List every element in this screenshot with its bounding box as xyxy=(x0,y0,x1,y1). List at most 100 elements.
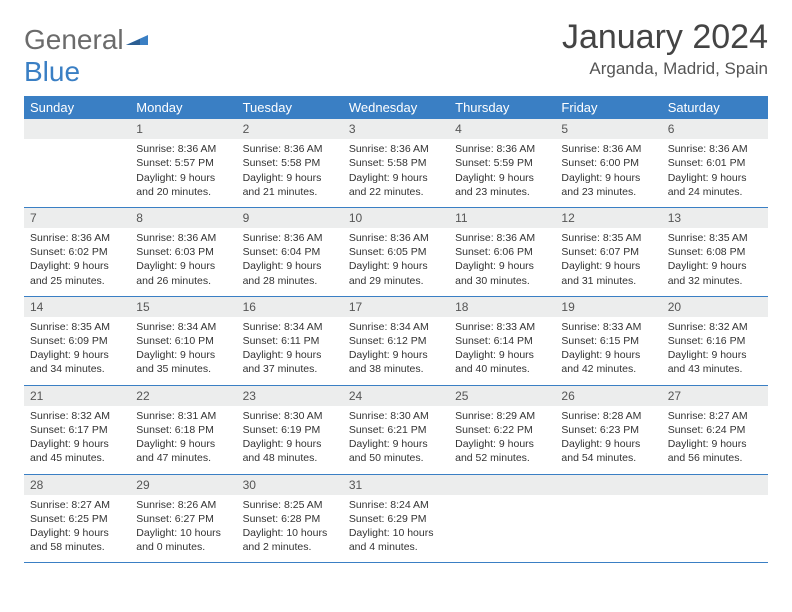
sunrise-line: Sunrise: 8:36 AM xyxy=(455,142,549,156)
logo-text-1: General xyxy=(24,24,124,55)
sunrise-line: Sunrise: 8:36 AM xyxy=(349,231,443,245)
day-body xyxy=(449,495,555,559)
day-number: 1 xyxy=(130,119,236,139)
sunset-line: Sunset: 6:06 PM xyxy=(455,245,549,259)
calendar-cell: 15Sunrise: 8:34 AMSunset: 6:10 PMDayligh… xyxy=(130,296,236,385)
calendar-cell: 23Sunrise: 8:30 AMSunset: 6:19 PMDayligh… xyxy=(237,385,343,474)
sunset-line: Sunset: 6:28 PM xyxy=(243,512,337,526)
sunrise-line: Sunrise: 8:35 AM xyxy=(30,320,124,334)
weekday-header: Tuesday xyxy=(237,96,343,119)
sunset-line: Sunset: 6:01 PM xyxy=(668,156,762,170)
day-body: Sunrise: 8:31 AMSunset: 6:18 PMDaylight:… xyxy=(130,406,236,474)
calendar-cell: 11Sunrise: 8:36 AMSunset: 6:06 PMDayligh… xyxy=(449,207,555,296)
sunrise-line: Sunrise: 8:33 AM xyxy=(455,320,549,334)
day-number: 12 xyxy=(555,208,661,228)
title-block: January 2024 Arganda, Madrid, Spain xyxy=(562,18,768,79)
day-body: Sunrise: 8:36 AMSunset: 6:04 PMDaylight:… xyxy=(237,228,343,296)
daylight-line: Daylight: 9 hours and 30 minutes. xyxy=(455,259,549,287)
sunrise-line: Sunrise: 8:27 AM xyxy=(30,498,124,512)
day-body: Sunrise: 8:28 AMSunset: 6:23 PMDaylight:… xyxy=(555,406,661,474)
sunrise-line: Sunrise: 8:34 AM xyxy=(243,320,337,334)
sunrise-line: Sunrise: 8:36 AM xyxy=(455,231,549,245)
day-body xyxy=(555,495,661,559)
daylight-line: Daylight: 9 hours and 32 minutes. xyxy=(668,259,762,287)
sunset-line: Sunset: 6:12 PM xyxy=(349,334,443,348)
day-number: 9 xyxy=(237,208,343,228)
day-number: 20 xyxy=(662,297,768,317)
weekday-header: Saturday xyxy=(662,96,768,119)
day-body: Sunrise: 8:36 AMSunset: 6:01 PMDaylight:… xyxy=(662,139,768,207)
calendar-cell: 2Sunrise: 8:36 AMSunset: 5:58 PMDaylight… xyxy=(237,119,343,207)
sunrise-line: Sunrise: 8:36 AM xyxy=(349,142,443,156)
day-number: 22 xyxy=(130,386,236,406)
daylight-line: Daylight: 9 hours and 24 minutes. xyxy=(668,171,762,199)
calendar-cell-empty xyxy=(24,119,130,207)
calendar-cell: 4Sunrise: 8:36 AMSunset: 5:59 PMDaylight… xyxy=(449,119,555,207)
calendar-cell: 9Sunrise: 8:36 AMSunset: 6:04 PMDaylight… xyxy=(237,207,343,296)
day-number: 10 xyxy=(343,208,449,228)
day-body: Sunrise: 8:36 AMSunset: 5:59 PMDaylight:… xyxy=(449,139,555,207)
daylight-line: Daylight: 9 hours and 34 minutes. xyxy=(30,348,124,376)
day-body: Sunrise: 8:36 AMSunset: 5:58 PMDaylight:… xyxy=(237,139,343,207)
calendar-cell: 25Sunrise: 8:29 AMSunset: 6:22 PMDayligh… xyxy=(449,385,555,474)
daylight-line: Daylight: 9 hours and 25 minutes. xyxy=(30,259,124,287)
sunset-line: Sunset: 6:25 PM xyxy=(30,512,124,526)
calendar-cell: 6Sunrise: 8:36 AMSunset: 6:01 PMDaylight… xyxy=(662,119,768,207)
day-number: 4 xyxy=(449,119,555,139)
calendar-cell: 7Sunrise: 8:36 AMSunset: 6:02 PMDaylight… xyxy=(24,207,130,296)
weekday-header: Sunday xyxy=(24,96,130,119)
daylight-line: Daylight: 9 hours and 54 minutes. xyxy=(561,437,655,465)
calendar-cell: 22Sunrise: 8:31 AMSunset: 6:18 PMDayligh… xyxy=(130,385,236,474)
calendar-row: 21Sunrise: 8:32 AMSunset: 6:17 PMDayligh… xyxy=(24,385,768,474)
day-number: 15 xyxy=(130,297,236,317)
day-body: Sunrise: 8:32 AMSunset: 6:17 PMDaylight:… xyxy=(24,406,130,474)
day-number: 5 xyxy=(555,119,661,139)
day-body: Sunrise: 8:27 AMSunset: 6:24 PMDaylight:… xyxy=(662,406,768,474)
logo: General Blue xyxy=(24,18,148,88)
day-body: Sunrise: 8:25 AMSunset: 6:28 PMDaylight:… xyxy=(237,495,343,563)
sunset-line: Sunset: 6:16 PM xyxy=(668,334,762,348)
day-number: 31 xyxy=(343,475,449,495)
sunset-line: Sunset: 6:05 PM xyxy=(349,245,443,259)
day-number: 3 xyxy=(343,119,449,139)
location: Arganda, Madrid, Spain xyxy=(562,59,768,79)
weekday-header: Monday xyxy=(130,96,236,119)
day-number: 21 xyxy=(24,386,130,406)
sunset-line: Sunset: 5:58 PM xyxy=(349,156,443,170)
daylight-line: Daylight: 9 hours and 47 minutes. xyxy=(136,437,230,465)
day-number: 17 xyxy=(343,297,449,317)
sunset-line: Sunset: 6:29 PM xyxy=(349,512,443,526)
daylight-line: Daylight: 9 hours and 58 minutes. xyxy=(30,526,124,554)
daylight-line: Daylight: 9 hours and 40 minutes. xyxy=(455,348,549,376)
sunset-line: Sunset: 6:23 PM xyxy=(561,423,655,437)
day-body: Sunrise: 8:30 AMSunset: 6:19 PMDaylight:… xyxy=(237,406,343,474)
sunrise-line: Sunrise: 8:30 AM xyxy=(349,409,443,423)
sunset-line: Sunset: 6:19 PM xyxy=(243,423,337,437)
logo-flag-icon xyxy=(126,24,148,56)
sunrise-line: Sunrise: 8:36 AM xyxy=(136,142,230,156)
day-body: Sunrise: 8:36 AMSunset: 6:02 PMDaylight:… xyxy=(24,228,130,296)
day-number: 7 xyxy=(24,208,130,228)
day-body xyxy=(24,139,130,203)
sunset-line: Sunset: 6:02 PM xyxy=(30,245,124,259)
daylight-line: Daylight: 9 hours and 22 minutes. xyxy=(349,171,443,199)
calendar-row: 28 Sunrise: 8:27 AMSunset: 6:25 PMDayligh… xyxy=(24,474,768,563)
day-number: 28 xyxy=(24,475,130,495)
calendar-cell: 16Sunrise: 8:34 AMSunset: 6:11 PMDayligh… xyxy=(237,296,343,385)
day-number: 25 xyxy=(449,386,555,406)
sunrise-line: Sunrise: 8:24 AM xyxy=(349,498,443,512)
sunrise-line: Sunrise: 8:36 AM xyxy=(243,231,337,245)
calendar-cell: 19Sunrise: 8:33 AMSunset: 6:15 PMDayligh… xyxy=(555,296,661,385)
sunrise-line: Sunrise: 8:31 AM xyxy=(136,409,230,423)
daylight-line: Daylight: 9 hours and 29 minutes. xyxy=(349,259,443,287)
sunrise-line: Sunrise: 8:26 AM xyxy=(136,498,230,512)
sunrise-line: Sunrise: 8:32 AM xyxy=(668,320,762,334)
calendar-cell-empty xyxy=(662,474,768,563)
calendar-row: 1Sunrise: 8:36 AMSunset: 5:57 PMDaylight… xyxy=(24,119,768,207)
daylight-line: Daylight: 9 hours and 28 minutes. xyxy=(243,259,337,287)
day-number: 26 xyxy=(555,386,661,406)
calendar-cell: 24Sunrise: 8:30 AMSunset: 6:21 PMDayligh… xyxy=(343,385,449,474)
sunset-line: Sunset: 6:14 PM xyxy=(455,334,549,348)
daylight-line: Daylight: 9 hours and 42 minutes. xyxy=(561,348,655,376)
calendar-table: SundayMondayTuesdayWednesdayThursdayFrid… xyxy=(24,96,768,563)
